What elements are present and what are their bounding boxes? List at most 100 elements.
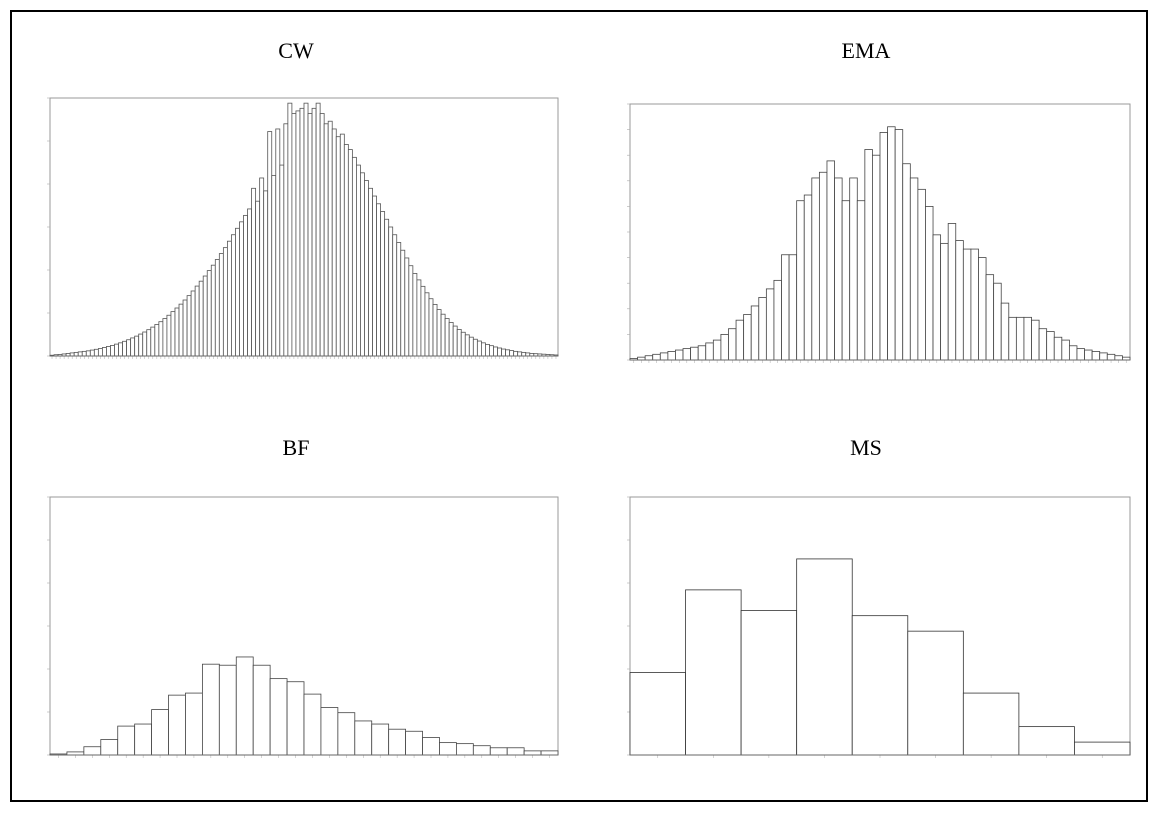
bar: [970, 248, 979, 361]
bar: [432, 303, 438, 357]
bar: [796, 558, 853, 756]
bar: [252, 664, 271, 756]
bar: [690, 346, 699, 361]
bar: [476, 340, 482, 357]
bar: [286, 681, 305, 756]
bar: [962, 692, 1020, 756]
bar: [1076, 348, 1085, 361]
bar: [523, 750, 542, 756]
bar: [73, 351, 79, 357]
bar: [788, 254, 798, 361]
bar: [947, 223, 957, 361]
bar: [368, 187, 373, 357]
bar: [728, 328, 737, 361]
bar: [118, 342, 123, 357]
bar: [347, 149, 353, 357]
bar: [781, 254, 790, 361]
bar: [259, 177, 265, 357]
bar: [235, 227, 240, 357]
bar: [117, 725, 136, 756]
bar: [428, 298, 434, 357]
bar: [811, 177, 820, 361]
bar: [158, 321, 164, 357]
bar: [667, 351, 676, 361]
bar: [384, 218, 390, 357]
bar: [480, 342, 486, 357]
bar: [879, 132, 888, 361]
bar: [150, 326, 156, 357]
bar: [907, 630, 964, 756]
bar: [93, 348, 99, 357]
bar: [279, 164, 285, 357]
bar: [818, 171, 828, 361]
bar: [773, 279, 782, 361]
bar: [396, 242, 402, 357]
bar: [168, 694, 186, 756]
bar: [464, 334, 470, 357]
bar: [740, 610, 798, 756]
bar: [849, 177, 858, 361]
bar: [1023, 316, 1032, 361]
bar: [295, 110, 301, 357]
bar: [364, 180, 369, 357]
bar: [283, 123, 289, 357]
bar: [472, 745, 491, 756]
bar: [851, 615, 909, 756]
bar: [151, 709, 169, 756]
bar: [675, 349, 684, 361]
bar: [218, 253, 224, 357]
bar: [194, 285, 200, 357]
bar: [231, 234, 236, 357]
bar: [1061, 339, 1070, 361]
bar: [1074, 741, 1131, 756]
bar: [126, 339, 132, 357]
bar: [424, 292, 430, 357]
bar: [190, 290, 196, 357]
bar: [110, 345, 115, 357]
bar: [214, 259, 220, 357]
bar: [1084, 349, 1093, 361]
bar: [222, 247, 228, 357]
bar: [439, 742, 457, 756]
bar: [400, 249, 406, 357]
bar: [320, 707, 339, 756]
bar: [416, 279, 422, 357]
bar: [917, 188, 926, 361]
bar: [356, 164, 361, 357]
bar: [307, 113, 313, 357]
panel-title-bf: BF: [282, 435, 310, 460]
bar: [1068, 345, 1078, 361]
bar: [872, 154, 881, 361]
panel-title-ms: MS: [850, 435, 882, 460]
bar: [337, 712, 356, 756]
bar: [339, 133, 345, 357]
bar: [509, 350, 515, 357]
bar: [210, 264, 216, 357]
bar: [796, 200, 805, 361]
bar: [468, 336, 474, 357]
bar: [1114, 355, 1123, 361]
bar: [201, 663, 220, 756]
bar: [380, 211, 386, 357]
bar: [472, 338, 478, 357]
bar: [644, 355, 654, 361]
bar: [506, 747, 525, 756]
bar: [154, 324, 160, 357]
bar: [682, 348, 692, 361]
bar: [1000, 302, 1010, 361]
bar: [712, 339, 722, 361]
bar: [955, 240, 964, 361]
bar: [909, 177, 919, 361]
bar: [360, 172, 365, 357]
bar: [497, 347, 502, 357]
bar: [372, 195, 377, 357]
bar: [130, 337, 136, 357]
bar: [826, 160, 835, 361]
bar: [218, 664, 237, 756]
bar: [331, 128, 337, 357]
bar: [408, 265, 414, 357]
bar: [513, 350, 519, 357]
bar: [319, 113, 325, 357]
bar: [1018, 726, 1075, 756]
bar: [456, 329, 462, 357]
